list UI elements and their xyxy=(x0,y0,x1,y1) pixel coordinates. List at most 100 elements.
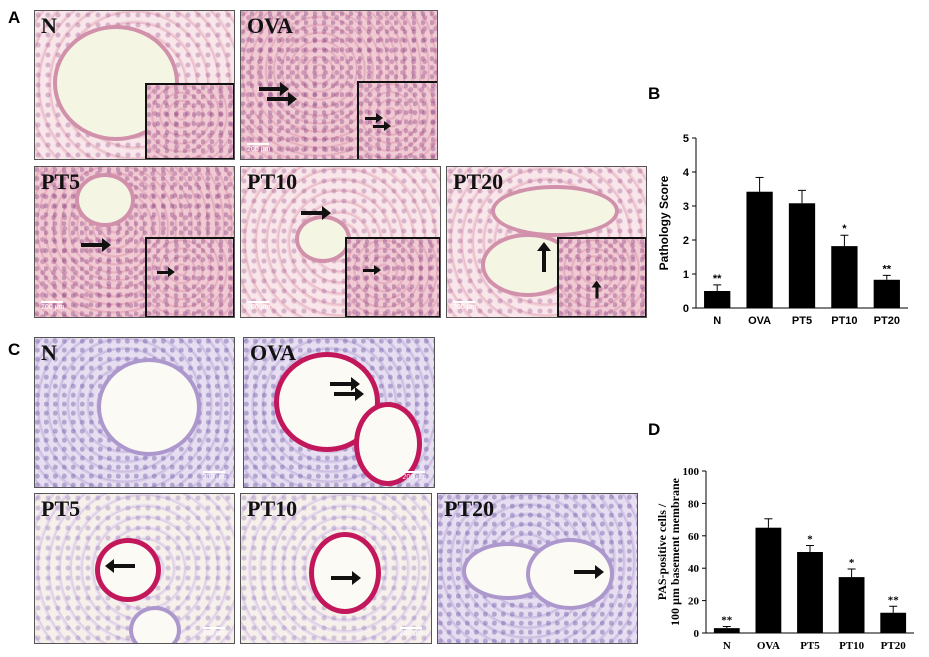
micrograph-label: OVA xyxy=(247,13,294,38)
scale-bar: 200 µm xyxy=(41,301,65,311)
arrow-icon xyxy=(334,387,364,401)
micrograph-label: PT20 xyxy=(444,496,495,521)
arrow-icon xyxy=(574,565,604,579)
micrograph-label: PT10 xyxy=(247,496,298,521)
category-label: N xyxy=(713,315,721,327)
significance-label: * xyxy=(807,534,813,546)
y-axis-label: Pathology Score xyxy=(657,175,671,270)
airway-lumen xyxy=(491,185,619,237)
panel-letter-d: D xyxy=(648,420,661,439)
scale-bar: 200 µm xyxy=(203,627,227,637)
arrow-icon xyxy=(363,265,381,275)
scale-bar: 200 µm xyxy=(247,143,271,153)
arrow-icon xyxy=(331,571,361,585)
y-tick-label: 5 xyxy=(683,133,689,145)
category-label: PT20 xyxy=(881,640,907,650)
airway-lumen xyxy=(309,532,381,614)
micrograph-inset xyxy=(345,237,440,317)
chart-pathology-score: 0 1 2 3 4 5 ** N OVA PT5 * PT10 ** PT20 Pathology Scor… xyxy=(657,133,908,327)
micrograph-he-ova: OVA 200 µm xyxy=(240,10,438,160)
arrow-icon xyxy=(267,92,297,106)
bar xyxy=(831,246,858,308)
airway-lumen xyxy=(75,173,135,227)
arrow-icon xyxy=(157,267,175,277)
category-label: PT20 xyxy=(874,315,900,327)
airway-lumen xyxy=(295,215,351,263)
category-label: PT5 xyxy=(792,315,812,327)
y-axis-label: 100 µm basement membrane xyxy=(668,477,682,626)
y-tick-label: 60 xyxy=(688,531,700,543)
micrograph-he-n: N xyxy=(34,10,235,160)
micrograph-inset xyxy=(145,83,234,159)
micrograph-inset xyxy=(145,237,234,317)
micrograph-pas-pt10: PT10 200 µm xyxy=(240,493,432,644)
arrow-icon xyxy=(365,113,383,123)
bar xyxy=(746,191,773,308)
airway-lumen xyxy=(97,358,201,456)
significance-label: ** xyxy=(721,615,733,627)
micrograph-label: N xyxy=(41,340,57,365)
micrograph-inset xyxy=(557,237,646,317)
bar xyxy=(713,628,740,633)
arrow-icon xyxy=(542,250,546,272)
scale-bar: 200 µm xyxy=(400,627,424,637)
scale-bar: 200 µm xyxy=(247,301,271,311)
y-tick-label: 0 xyxy=(694,628,700,640)
significance-label: * xyxy=(849,557,855,569)
y-tick-label: 0 xyxy=(683,303,689,315)
bar xyxy=(838,577,865,633)
arrow-icon xyxy=(301,206,331,220)
micrograph-pas-pt20: PT20 xyxy=(437,493,638,644)
micrograph-label: OVA xyxy=(250,340,297,365)
y-tick-label: 1 xyxy=(683,269,689,281)
micrograph-inset xyxy=(357,81,437,159)
bar xyxy=(788,203,816,308)
panel-letter-b: B xyxy=(648,84,661,103)
arrow-icon xyxy=(373,121,391,131)
significance-label: ** xyxy=(713,273,722,285)
micrograph-label: PT10 xyxy=(247,169,298,194)
y-tick-label: 3 xyxy=(683,201,689,213)
y-tick-label: 80 xyxy=(688,498,700,510)
arrow-icon xyxy=(81,238,111,252)
micrograph-he-pt10: PT10 200 µm xyxy=(240,166,441,318)
panel-letter-c: C xyxy=(8,340,21,359)
bar xyxy=(873,279,900,308)
y-axis-label: PAS-positive cells / xyxy=(655,503,669,600)
significance-label: * xyxy=(842,223,847,235)
arrow-icon xyxy=(113,564,135,568)
category-label: N xyxy=(723,640,731,650)
bar xyxy=(704,291,731,308)
micrograph-he-pt5: PT5 200 µm xyxy=(34,166,235,318)
bar xyxy=(755,527,782,633)
scale-bar: 200 µm xyxy=(403,471,427,481)
micrograph-label: PT5 xyxy=(41,169,81,194)
micrograph-pas-pt5: PT5 200 µm xyxy=(34,493,235,644)
category-label: OVA xyxy=(748,315,771,327)
micrograph-label: PT20 xyxy=(453,169,504,194)
scale-bar: 200 µm xyxy=(453,301,477,311)
y-tick-label: 2 xyxy=(683,235,689,247)
chart-pas-positive-cells: 0 20 40 60 80 100 ** N OVA * PT5 * PT10 ** PT20 PAS-pos… xyxy=(655,466,914,650)
arrow-icon xyxy=(595,286,599,299)
bar xyxy=(797,552,823,633)
category-label: PT10 xyxy=(831,315,857,327)
category-label: PT5 xyxy=(800,640,820,650)
y-tick-label: 100 xyxy=(683,466,700,478)
y-tick-label: 20 xyxy=(688,596,700,608)
y-tick-label: 4 xyxy=(683,167,690,179)
micrograph-label: PT5 xyxy=(41,496,81,521)
airway-lumen xyxy=(129,606,181,643)
micrograph-he-pt20: PT20 200 µm xyxy=(446,166,647,318)
micrograph-pas-ova: OVA 200 µm xyxy=(243,337,435,488)
panel-letter-a: A xyxy=(8,8,21,27)
category-label: OVA xyxy=(757,640,780,650)
arrow-icon xyxy=(259,82,289,96)
category-label: PT10 xyxy=(839,640,865,650)
micrograph-label: N xyxy=(41,13,57,38)
significance-label: ** xyxy=(883,263,892,275)
bar xyxy=(880,612,907,633)
scale-bar: 200 µm xyxy=(203,471,227,481)
significance-label: ** xyxy=(888,594,900,606)
arrow-icon xyxy=(330,377,360,391)
